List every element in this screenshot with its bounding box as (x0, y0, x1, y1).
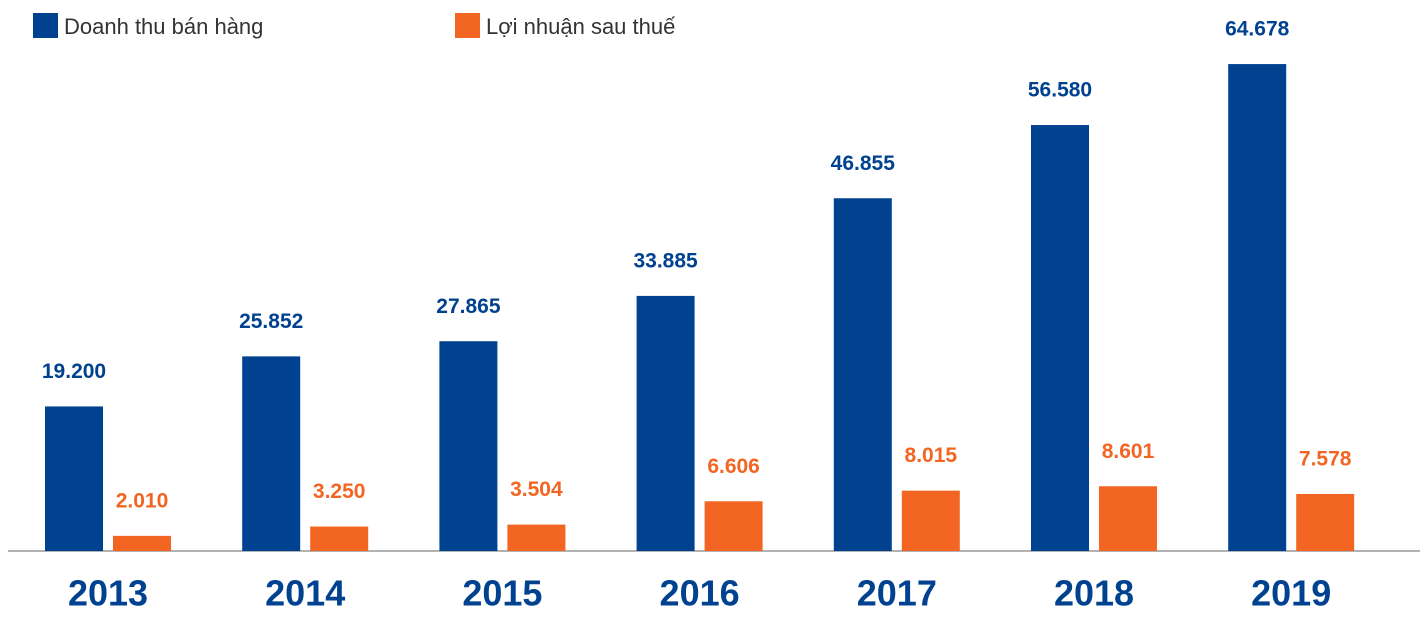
value-label: 46.855 (831, 152, 896, 175)
x-tick-label: 2018 (1054, 573, 1134, 614)
bar (1099, 486, 1157, 551)
bar (113, 535, 171, 551)
value-label: 27.865 (436, 295, 501, 318)
bar (507, 524, 566, 551)
bar (1228, 64, 1287, 552)
value-label: 56.580 (1028, 79, 1092, 102)
legend-swatch (33, 13, 58, 38)
value-label: 2.010 (116, 489, 169, 512)
bar (636, 295, 695, 551)
bar (901, 490, 960, 551)
legend-text: Doanh thu bán hàng (64, 14, 263, 39)
value-label: 3.250 (313, 480, 366, 503)
value-label: 33.885 (633, 249, 698, 272)
value-label: 25.852 (239, 310, 303, 333)
value-label: 64.678 (1225, 18, 1290, 41)
x-tick-label: 2015 (462, 573, 542, 614)
bar (242, 356, 301, 551)
value-label: 3.504 (510, 478, 563, 501)
value-label: 8.015 (905, 444, 958, 467)
bar (310, 526, 369, 551)
value-label: 8.601 (1102, 440, 1155, 463)
bar (439, 341, 498, 551)
bar (704, 501, 763, 551)
value-label: 6.606 (707, 455, 760, 478)
bar (833, 198, 892, 551)
x-tick-label: 2017 (857, 573, 937, 614)
bar (45, 406, 103, 551)
legend-swatch (455, 13, 480, 38)
x-tick-label: 2016 (660, 573, 740, 614)
x-tick-label: 2019 (1251, 573, 1331, 614)
x-tick-label: 2014 (265, 573, 345, 614)
bar (1031, 125, 1089, 551)
value-label: 7.578 (1299, 447, 1352, 470)
legend-text: Lợi nhuận sau thuế (486, 14, 675, 39)
bar (1296, 493, 1355, 551)
x-tick-label: 2013 (68, 573, 148, 614)
value-label: 19.200 (42, 360, 106, 383)
